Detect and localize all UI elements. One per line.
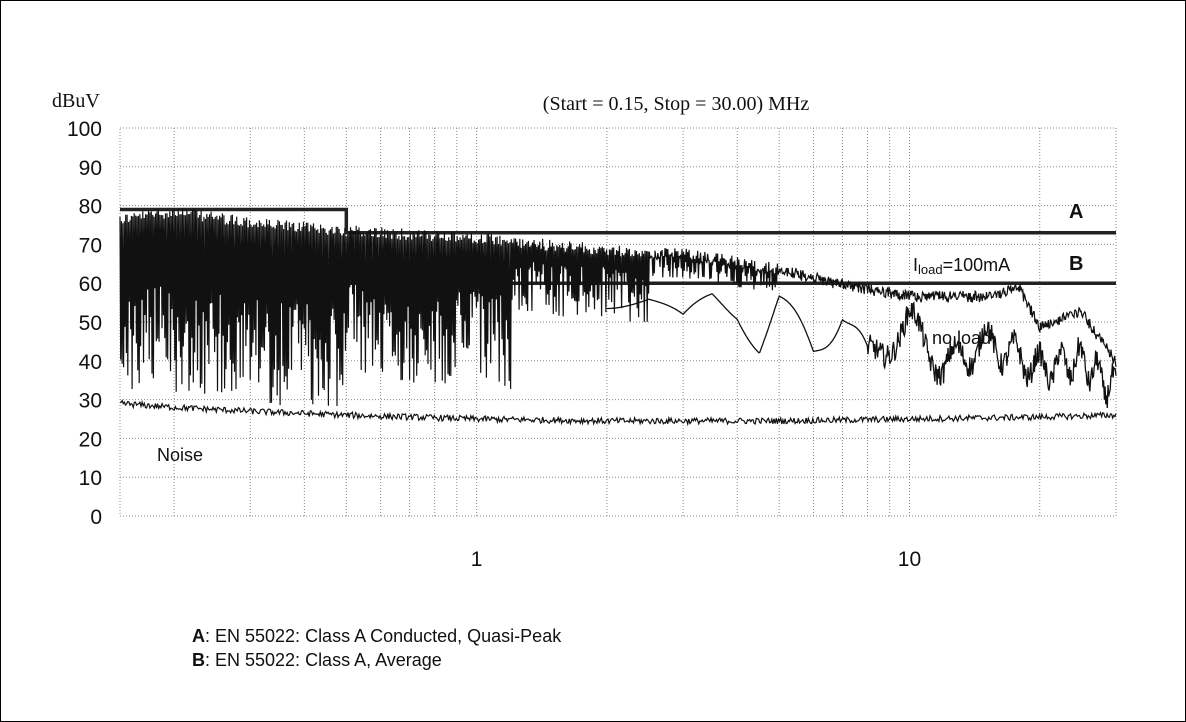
legend-text-b: : EN 55022: Class A, Average	[205, 650, 442, 670]
iload-sub: load	[918, 262, 943, 277]
y-tick-label: 50	[79, 312, 102, 335]
y-tick-label: 0	[90, 506, 102, 529]
annotation-no-load: no load	[932, 328, 991, 348]
legend-text-a: : EN 55022: Class A Conducted, Quasi-Pea…	[205, 626, 562, 646]
y-tick-label: 10	[79, 467, 102, 490]
y-tick-label: 70	[79, 234, 102, 257]
iload-main: I	[913, 255, 918, 275]
x-tick-label: 10	[898, 548, 921, 571]
y-tick-label: 40	[79, 351, 102, 374]
chart-title: (Start = 0.15, Stop = 30.00) MHz	[543, 93, 810, 115]
y-tick-label: 20	[79, 428, 102, 451]
series-noise	[119, 399, 1117, 427]
legend: A: EN 55022: Class A Conducted, Quasi-Pe…	[192, 624, 561, 672]
y-tick-label: 60	[79, 273, 102, 296]
series-iload-100ma	[119, 208, 1117, 407]
limit-line-a	[120, 207, 1116, 235]
y-tick-label: 100	[67, 118, 102, 141]
iload-rest: =100mA	[943, 255, 1011, 275]
legend-key-a: A	[192, 626, 205, 646]
y-tick-label: 30	[79, 390, 102, 413]
annotation-a: A	[1069, 201, 1083, 223]
x-tick-labels: 1 10	[471, 548, 921, 571]
x-tick-label: 1	[471, 548, 483, 571]
series-no-load	[606, 293, 1117, 409]
annotation-noise: Noise	[157, 445, 203, 465]
y-tick-label: 90	[79, 157, 102, 180]
legend-key-b: B	[192, 650, 205, 670]
y-tick-label: 80	[79, 196, 102, 219]
legend-item-b: B: EN 55022: Class A, Average	[192, 648, 561, 672]
series-layer	[119, 207, 1117, 427]
y-tick-labels: 0 10 20 30 40 50 60 70 80 90 100	[67, 118, 102, 529]
annotation-iload: Iload=100mA	[913, 255, 1010, 277]
annotation-b: B	[1069, 253, 1083, 275]
legend-item-a: A: EN 55022: Class A Conducted, Quasi-Pe…	[192, 624, 561, 648]
y-axis-label: dBuV	[52, 90, 100, 112]
